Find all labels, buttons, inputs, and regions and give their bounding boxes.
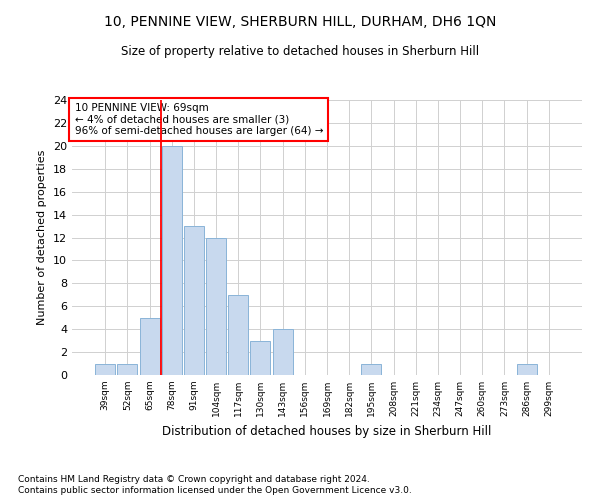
Text: Contains HM Land Registry data © Crown copyright and database right 2024.: Contains HM Land Registry data © Crown c… — [18, 475, 370, 484]
Bar — [361, 364, 382, 375]
Bar — [95, 364, 115, 375]
Y-axis label: Number of detached properties: Number of detached properties — [37, 150, 47, 325]
Text: Size of property relative to detached houses in Sherburn Hill: Size of property relative to detached ho… — [121, 45, 479, 58]
Bar — [228, 295, 248, 375]
Bar — [206, 238, 226, 375]
Text: 10 PENNINE VIEW: 69sqm
← 4% of detached houses are smaller (3)
96% of semi-detac: 10 PENNINE VIEW: 69sqm ← 4% of detached … — [74, 103, 323, 136]
Bar — [517, 364, 536, 375]
Bar — [162, 146, 182, 375]
Bar — [272, 329, 293, 375]
Text: 10, PENNINE VIEW, SHERBURN HILL, DURHAM, DH6 1QN: 10, PENNINE VIEW, SHERBURN HILL, DURHAM,… — [104, 15, 496, 29]
X-axis label: Distribution of detached houses by size in Sherburn Hill: Distribution of detached houses by size … — [163, 424, 491, 438]
Bar — [118, 364, 137, 375]
Bar — [184, 226, 204, 375]
Bar — [250, 340, 271, 375]
Bar — [140, 318, 160, 375]
Text: Contains public sector information licensed under the Open Government Licence v3: Contains public sector information licen… — [18, 486, 412, 495]
